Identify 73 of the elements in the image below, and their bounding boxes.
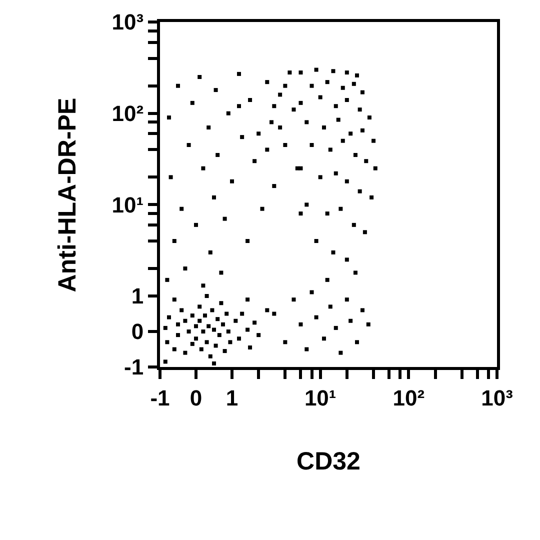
point [183,350,188,355]
point [222,348,227,353]
point [219,301,224,306]
point [163,326,168,330]
point [222,216,227,221]
point [180,206,184,211]
point [167,315,171,320]
point [212,328,216,332]
point [163,360,168,364]
x-tick-label: 10¹ [304,385,336,410]
point [216,152,220,157]
point [176,332,180,337]
point [206,324,211,328]
y-tick-label: 10² [112,101,144,126]
point [216,317,220,322]
y-tick-label: -1 [124,354,144,380]
point [186,143,191,148]
point [224,312,229,316]
point [199,347,204,352]
point [194,336,198,341]
point [165,278,170,282]
y-tick-label: 0 [131,319,144,344]
point [204,294,209,298]
point [186,329,191,334]
point [168,175,173,180]
point [201,166,206,170]
point [172,239,176,244]
point [226,329,230,334]
point [198,318,202,323]
point [214,88,218,92]
point [172,297,176,302]
point [201,329,206,334]
x-tick-label: 10² [392,385,425,410]
point [183,318,188,323]
point [198,304,202,309]
point [228,340,232,344]
point [190,100,194,105]
point [176,322,180,326]
point [210,308,214,312]
point [198,74,202,79]
point [221,322,225,326]
point [230,179,234,184]
point [206,125,211,130]
point [172,347,176,352]
x-tick-label: 0 [190,385,202,410]
point [212,195,216,200]
point [194,222,198,227]
point [194,324,198,328]
point [226,111,230,116]
point [183,266,188,271]
y-axis-title: Anti-HLA-DR-PE [53,97,82,292]
y-tick-label: 10¹ [112,192,144,218]
point [176,84,180,88]
x-axis-title: CD32 [296,447,360,476]
y-tick-label: 10³ [112,10,144,35]
point [219,270,224,275]
point [180,308,184,312]
point [165,340,170,344]
point [217,332,222,337]
point [204,340,209,344]
point [167,116,171,120]
point [208,354,212,358]
point [203,313,207,318]
point [212,361,216,366]
point [190,313,194,318]
point [208,250,212,254]
x-tick-label: -1 [150,385,170,410]
point [190,342,194,346]
y-tick-label: 1 [131,284,144,309]
point [201,284,206,288]
x-tick-label: 10³ [481,385,513,410]
point [214,344,218,348]
x-tick-label: 1 [226,385,238,410]
